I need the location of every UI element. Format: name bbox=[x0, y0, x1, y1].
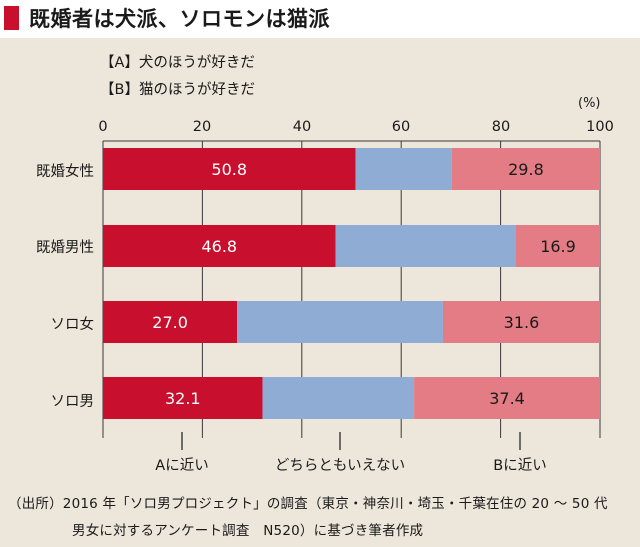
bar-segment bbox=[355, 148, 452, 190]
bar-segment bbox=[262, 377, 415, 419]
bar-value-label: 46.8 bbox=[201, 237, 237, 256]
bar-segment bbox=[414, 377, 600, 419]
bar-segment bbox=[103, 377, 263, 419]
category-label: 既婚男性 bbox=[36, 240, 94, 256]
legend-series-label: Bに近い bbox=[493, 457, 546, 474]
x-tick-label: 40 bbox=[292, 119, 312, 135]
bar-segment bbox=[103, 301, 238, 343]
x-tick-label: 80 bbox=[491, 119, 511, 135]
legend-series-label: Aに近い bbox=[155, 457, 208, 474]
bar-value-label: 50.8 bbox=[211, 160, 247, 179]
title-bar: 既婚者は犬派、ソロモンは猫派 bbox=[0, 0, 640, 36]
chart-panel: 【A】犬のほうが好きだ 【B】猫のほうが好きだ (%) 0 20 40 60 8… bbox=[0, 38, 640, 547]
bottom-legend-layer: Aに近い どちらともいえない Bに近い bbox=[155, 432, 547, 474]
category-label: 既婚女性 bbox=[36, 164, 94, 180]
category-label: ソロ女 bbox=[50, 317, 95, 333]
legend-item-a: 【A】犬のほうが好きだ bbox=[100, 55, 255, 71]
x-tick-label: 60 bbox=[391, 119, 411, 135]
bar-segment bbox=[442, 301, 600, 343]
bar-value-label: 32.1 bbox=[165, 389, 201, 408]
bar-segment bbox=[237, 301, 443, 343]
legend-item-b: 【B】猫のほうが好きだ bbox=[100, 82, 255, 98]
bar-value-label: 27.0 bbox=[152, 313, 188, 332]
title-marker bbox=[4, 6, 19, 30]
source-note-line2: 男女に対するアンケート調査 N520）に基づき筆者作成 bbox=[72, 523, 424, 539]
x-tick-label: 100 bbox=[586, 119, 614, 135]
legend-series-label: どちらともいえない bbox=[275, 457, 405, 474]
bar-segment bbox=[335, 225, 517, 267]
unit-label: (%) bbox=[578, 96, 601, 111]
value-label-layer: 50.8 29.8 46.8 16.9 27.0 31.6 32.1 37.4 bbox=[152, 160, 576, 408]
category-label: ソロ男 bbox=[50, 394, 95, 410]
stacked-bar-chart: 50.8 29.8 46.8 16.9 27.0 31.6 32.1 37.4 Aに近い どちら… bbox=[102, 140, 601, 474]
bar-segment bbox=[103, 148, 356, 190]
bar-layer bbox=[103, 148, 600, 419]
x-tick-label: 0 bbox=[98, 119, 108, 135]
x-tick-label: 20 bbox=[192, 119, 212, 135]
bar-value-label: 37.4 bbox=[489, 389, 525, 408]
bar-value-label: 31.6 bbox=[504, 313, 540, 332]
bar-value-label: 29.8 bbox=[508, 160, 544, 179]
source-note-line1: （出所）2016 年「ソロ男プロジェクト」の調査（東京・神奈川・埼玉・千葉在住の… bbox=[8, 496, 608, 512]
bar-segment bbox=[451, 148, 600, 190]
bar-value-label: 16.9 bbox=[540, 237, 576, 256]
bar-segment bbox=[516, 225, 600, 267]
bar-segment bbox=[103, 225, 336, 267]
chart-title: 既婚者は犬派、ソロモンは猫派 bbox=[29, 7, 330, 31]
